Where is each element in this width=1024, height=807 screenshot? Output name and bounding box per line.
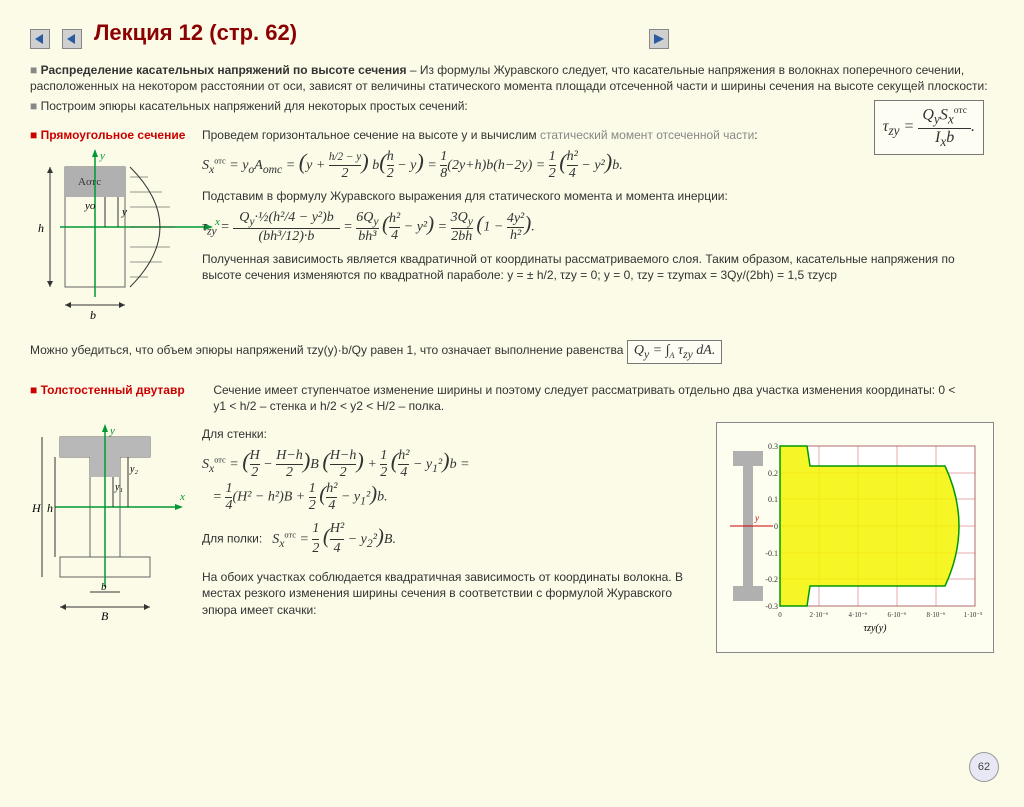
ibeam-title: Толстостенный двутавр bbox=[30, 382, 210, 398]
svg-text:0.3: 0.3 bbox=[768, 442, 778, 451]
svg-text:y: y bbox=[121, 206, 127, 218]
svg-text:yo: yo bbox=[84, 200, 96, 212]
rect-section-title: Прямоугольное сечение bbox=[30, 127, 190, 143]
svg-text:-0.3: -0.3 bbox=[765, 602, 778, 611]
svg-text:y₁: y₁ bbox=[114, 482, 123, 493]
ibeam-stress-chart: y bbox=[716, 422, 994, 653]
zhurovskiy-formula: τzy = QySxотс Ixb . bbox=[874, 100, 984, 155]
svg-text:0: 0 bbox=[774, 522, 778, 531]
svg-text:4·10⁻⁶: 4·10⁻⁶ bbox=[849, 611, 869, 619]
svg-text:2·10⁻⁶: 2·10⁻⁶ bbox=[810, 611, 830, 619]
page-number-badge: 62 bbox=[969, 752, 999, 782]
svg-text:H: H bbox=[31, 501, 42, 515]
flange-label: Для полки: Sxотс = 12 (H²4 − y2²)B. bbox=[202, 520, 704, 559]
rect-step2: Подставим в формулу Журавского выражения… bbox=[202, 188, 994, 204]
svg-text:y₂: y₂ bbox=[129, 464, 138, 475]
svg-text:h: h bbox=[38, 221, 44, 235]
svg-text:b: b bbox=[101, 581, 107, 593]
svg-text:8·10⁻⁶: 8·10⁻⁶ bbox=[927, 611, 947, 619]
rect-formula2: τzy = Qy·½(h²/4 − y²)b (bh³/12)·b = 6Qyb… bbox=[202, 210, 994, 245]
intro-build: Построим эпюры касательных напряжений дл… bbox=[30, 98, 994, 114]
svg-text:-0.1: -0.1 bbox=[765, 549, 778, 558]
svg-text:0: 0 bbox=[778, 611, 782, 619]
rect-cross-section-diagram: Aотс y x h yo y b bbox=[30, 147, 230, 327]
svg-text:y: y bbox=[109, 425, 115, 437]
ibeam-intro: Сечение имеет ступенчатое изменение шири… bbox=[213, 382, 963, 414]
ibeam-diagram: y x H h y₁ y₂ b B bbox=[30, 422, 190, 622]
intro-paragraph: Распределение касательных напряжений по … bbox=[30, 62, 994, 94]
svg-text:b: b bbox=[90, 308, 96, 322]
nav-back-icon[interactable] bbox=[30, 29, 50, 49]
wall-formula: Sxотс = (H2 − H−h2)B (H−h2) + 12 (h²4 − … bbox=[202, 448, 704, 514]
svg-text:1·10⁻⁵: 1·10⁻⁵ bbox=[964, 611, 984, 619]
svg-text:y: y bbox=[99, 150, 105, 162]
svg-text:-0.2: -0.2 bbox=[765, 575, 778, 584]
wall-label: Для стенки: bbox=[202, 426, 704, 442]
svg-text:0.2: 0.2 bbox=[768, 469, 778, 478]
svg-text:τzy(y): τzy(y) bbox=[863, 623, 887, 634]
svg-text:6·10⁻⁶: 6·10⁻⁶ bbox=[888, 611, 908, 619]
svg-text:Aотс: Aотс bbox=[78, 176, 101, 188]
nav-back2-icon[interactable] bbox=[62, 29, 82, 49]
rect-volume-note: Можно убедиться, что объем эпюры напряже… bbox=[30, 340, 994, 364]
ibeam-conclusion: На обоих участках соблюдается квадратичн… bbox=[202, 569, 704, 618]
nav-forward-icon[interactable] bbox=[649, 29, 669, 49]
svg-text:B: B bbox=[101, 609, 109, 622]
rect-step3: Полученная зависимость является квадрати… bbox=[202, 251, 994, 283]
page-title: Лекция 12 (стр. 62) bbox=[94, 20, 297, 46]
svg-text:0.1: 0.1 bbox=[768, 495, 778, 504]
svg-text:h: h bbox=[47, 501, 53, 515]
svg-text:y: y bbox=[754, 513, 759, 523]
svg-text:x: x bbox=[179, 491, 185, 503]
